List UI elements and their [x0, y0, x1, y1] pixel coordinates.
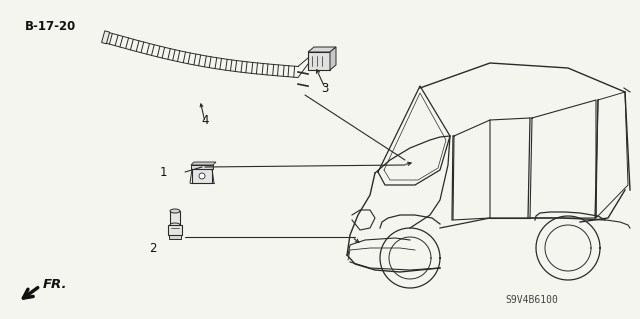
Bar [168, 225, 182, 235]
Text: 2: 2 [149, 242, 157, 256]
Polygon shape [102, 31, 109, 44]
Text: FR.: FR. [43, 278, 67, 292]
Polygon shape [308, 47, 336, 52]
Text: 3: 3 [321, 81, 329, 94]
Polygon shape [191, 165, 213, 169]
Text: 4: 4 [201, 114, 209, 127]
Polygon shape [191, 162, 216, 165]
Text: 1: 1 [159, 166, 167, 179]
Bar [169, 235, 181, 239]
FancyBboxPatch shape [308, 52, 330, 70]
Text: S9V4B6100: S9V4B6100 [505, 295, 558, 305]
Bar [192, 169, 212, 183]
Ellipse shape [170, 223, 180, 227]
Bar [170, 211, 180, 225]
Ellipse shape [170, 209, 180, 213]
Polygon shape [330, 47, 336, 70]
Circle shape [199, 173, 205, 179]
Text: B-17-20: B-17-20 [25, 20, 76, 33]
